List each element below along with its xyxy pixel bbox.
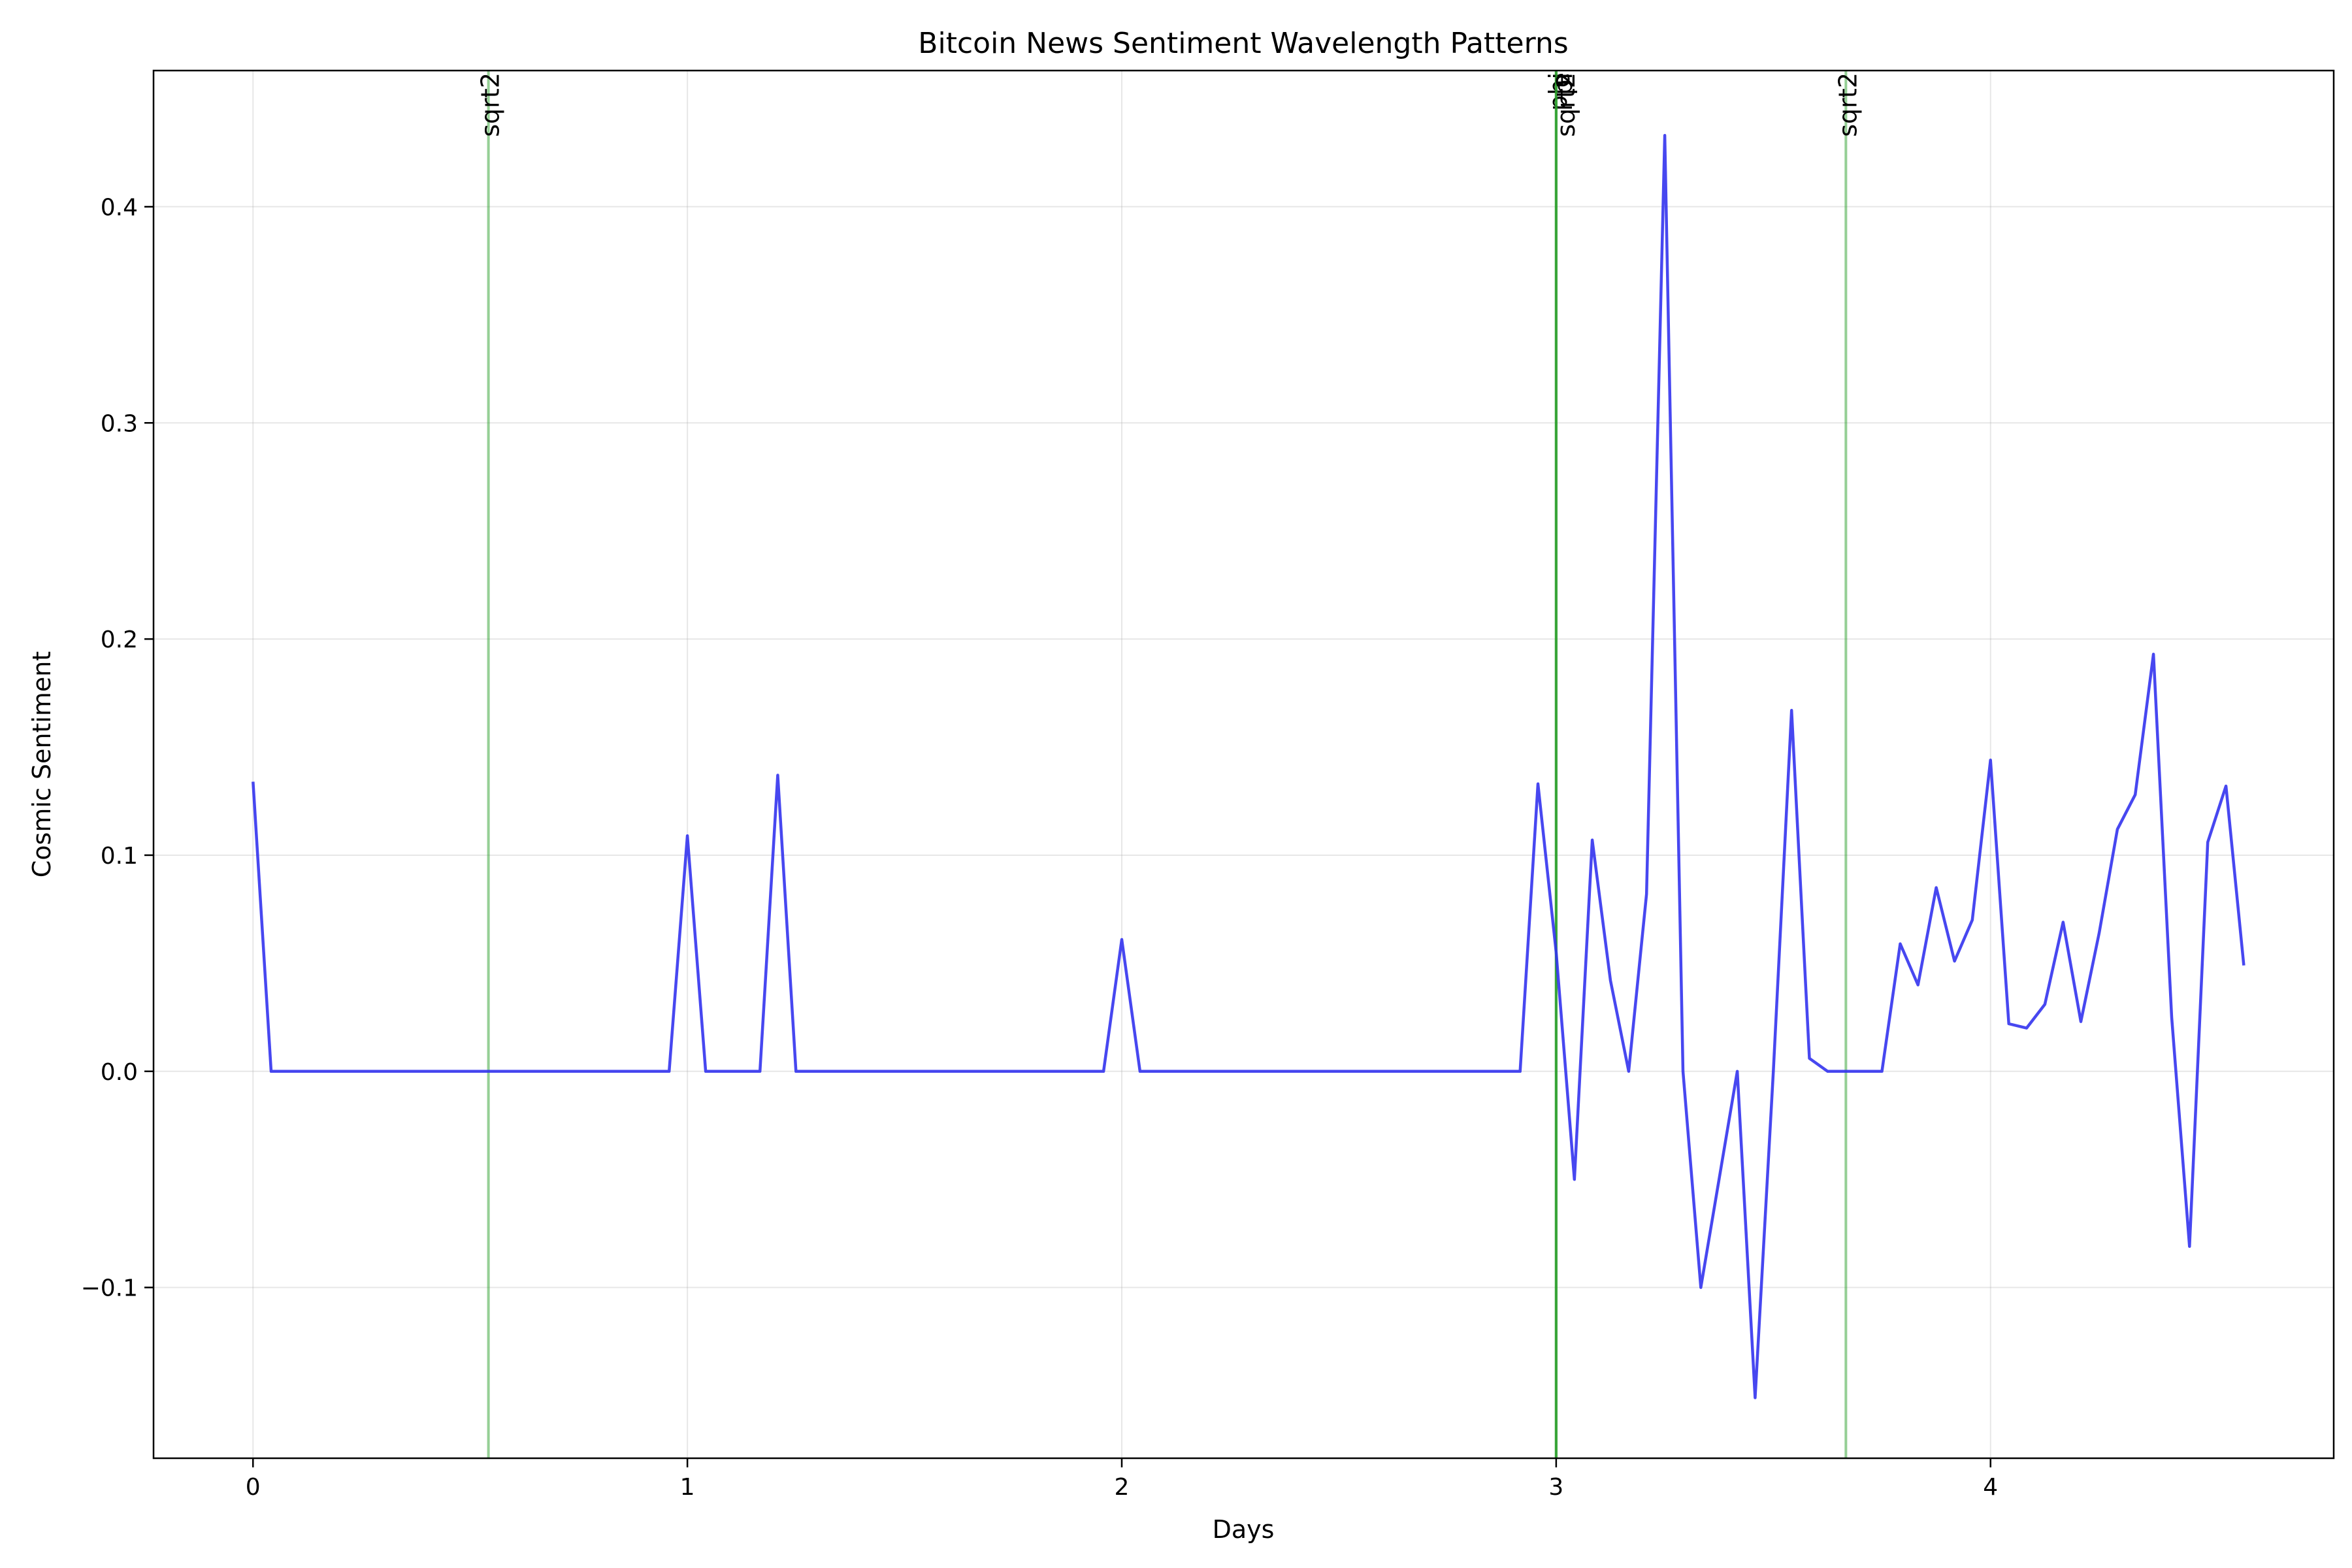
marker-label: sqrt2 [1833, 73, 1862, 137]
x-tick-label: 4 [1983, 1474, 1998, 1501]
chart-title: Bitcoin News Sentiment Wavelength Patter… [918, 27, 1568, 60]
plot-frame [152, 69, 2335, 1460]
x-axis-label: Days [1213, 1515, 1275, 1544]
marker-label: e [1546, 73, 1575, 88]
y-tick-label: 0.1 [101, 843, 138, 870]
x-tick-label: 1 [680, 1474, 695, 1501]
y-tick-label: −0.1 [81, 1275, 138, 1302]
y-tick-label: 0.2 [101, 627, 138, 653]
marker-label: pi [1549, 73, 1578, 95]
marker-label: phi [1544, 73, 1573, 111]
x-tick-label: 2 [1115, 1474, 1130, 1501]
y-axis-label: Cosmic Sentiment [27, 651, 56, 878]
marker-label: sqrt2 [1552, 73, 1580, 137]
series-line [252, 134, 2246, 1399]
y-tick-label: 0.3 [101, 410, 138, 437]
ticks: 0 1 2 3 4 −0.1 0.0 0.1 0.2 0.3 0.4 [81, 194, 1999, 1501]
marker-label: sqrt2 [476, 73, 505, 137]
series-group [252, 134, 2246, 1399]
y-tick-label: 0.0 [101, 1059, 138, 1086]
x-tick-label: 0 [246, 1474, 261, 1501]
x-tick-label: 3 [1548, 1474, 1563, 1501]
y-tick-label: 0.4 [101, 194, 138, 221]
